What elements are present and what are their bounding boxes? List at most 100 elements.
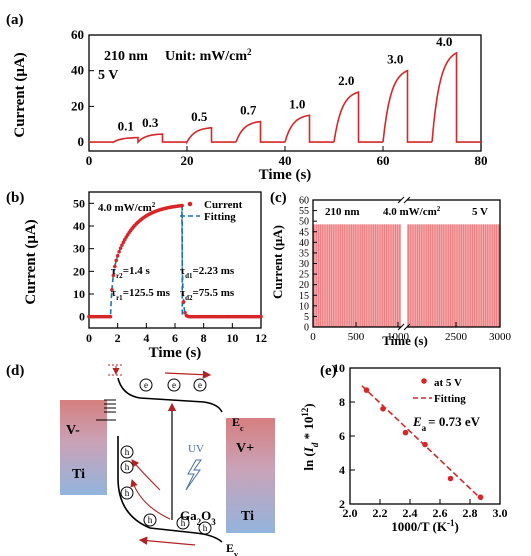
panel-a-pulse-label: 0.5: [191, 109, 208, 124]
panel-a-xtick-label: 40: [279, 153, 292, 168]
panel-b-xtick-label: 6: [172, 331, 178, 345]
left-ti-contact: [60, 400, 107, 495]
svg-text:h: h: [125, 488, 130, 498]
panel-b-xtick-label: 8: [201, 331, 207, 345]
panel-b-current-point: [115, 253, 120, 258]
panel-b-current-point: [180, 203, 184, 208]
panel-c-signal-right: [407, 224, 500, 327]
panel-a-xtick-label: 80: [475, 153, 488, 168]
hole-6: [198, 521, 212, 535]
panel-b-tau-d2: τd2=75.5 ms: [180, 287, 235, 302]
svg-text:e: e: [144, 380, 148, 390]
panel-b-current-point: [110, 288, 114, 292]
panel-e-data-point: [380, 406, 386, 412]
panel-e-ytick-label: 6: [339, 429, 345, 443]
panel-a-pulse-labels: 0.1 0.3 0.5 0.7 1.0 2.0 3.0 4.0: [118, 34, 453, 134]
uv-label: UV: [188, 443, 204, 455]
panel-e-ytick-label: 2: [339, 497, 345, 511]
left-contact-label: Ti: [72, 467, 85, 482]
panel-b-ytick-label: 0: [79, 310, 85, 324]
svg-text:e: e: [198, 380, 202, 390]
panel-e-ytick-label: 10: [333, 361, 345, 375]
conduction-band-edge: [117, 377, 223, 413]
svg-text:h: h: [125, 447, 130, 457]
panel-b-current-points: [87, 203, 263, 319]
panel-b-current-point: [108, 314, 113, 319]
panel-a-current-line: [89, 51, 481, 146]
panel-a-pulse-label: 4.0: [436, 34, 452, 49]
panel-b-current-point: [113, 264, 117, 269]
panel-b-tau-r2: τr2=1.4 s: [111, 265, 150, 280]
right-ti-contact: [226, 418, 275, 533]
panel-e-xtick-label: 2.8: [463, 506, 478, 520]
panel-c-xtick-label: 0: [310, 331, 316, 343]
panel-b-legend-current: Current: [204, 199, 243, 211]
panel-b-current-point: [111, 273, 116, 278]
svg-text:h: h: [125, 462, 130, 472]
panel-b-xtick-label: 10: [226, 331, 238, 345]
panel-a-ytick-label: 0: [78, 134, 85, 149]
panel-e-ticks: 2.0 2.2 2.4 2.6 2.8 3.0 2 4 6 8 10: [333, 361, 508, 520]
panel-e-xtick-label: 3.0: [493, 506, 508, 520]
panel-e: (e) 2.0 2.2 2.4 2.6 2.8 3.0 2 4 6 8 10 at 5 V Fitt…: [300, 361, 508, 534]
panel-c-xtick-label: 1000: [387, 331, 410, 343]
panel-e-fitting-line: [361, 385, 483, 501]
panel-b-current-point: [120, 243, 124, 247]
valence-band-edge: [117, 436, 223, 543]
panel-e-data-point: [402, 429, 409, 436]
panel-a-pulse-label: 0.1: [118, 119, 134, 134]
panel-b-ytick-label: 30: [73, 242, 85, 256]
panel-a-ytick-label: 60: [71, 27, 84, 42]
panel-a-ytick-label: 20: [71, 98, 84, 113]
uv-lightning-icon: [185, 459, 202, 491]
electron-drift-arrow: [164, 370, 212, 379]
panel-e-frame: [349, 367, 501, 505]
panel-a-xtick-label: 0: [86, 153, 93, 168]
valence-band-label: Ev: [226, 541, 238, 556]
panel-c-ytick-label: 50: [299, 217, 309, 228]
hole-transfer-arrow-1: [130, 478, 171, 520]
panel-c-ytick-label: 25: [299, 270, 309, 281]
panel-e-legend-data: at 5 V: [434, 377, 462, 389]
right-contact-label: Ti: [241, 509, 254, 524]
panel-b: (b) 0 2 4 6 8 10 12 0 10 20 30 40 50 4.0 mW/cm2 Curr…: [6, 190, 267, 361]
panel-b-ticks: 0 2 4 6 8 10 12 0 10 20 30 40 50: [73, 196, 267, 345]
panel-b-ytick-label: 50: [73, 196, 85, 210]
panel-c-ytick-label: 30: [299, 259, 309, 270]
panel-c-xtick-label: 3000: [489, 331, 512, 343]
panel-b-tau-r1: τr1=125.5 ms: [111, 287, 171, 302]
panel-b-xtick-label: 2: [115, 331, 121, 345]
panel-b-ytick-label: 40: [73, 219, 85, 233]
panel-b-tau-d1: τd1=2.23 ms: [180, 265, 235, 280]
panel-c-ytick-label: 45: [299, 227, 309, 238]
panel-a-xlabel: Time (s): [259, 167, 312, 183]
svg-text:h: h: [181, 518, 186, 528]
svg-text:e: e: [172, 380, 176, 390]
panel-c-xtick-label: 500: [348, 331, 365, 343]
panel-a-label: (a): [6, 12, 24, 28]
panel-c-axis-break-marks: [397, 196, 411, 331]
panel-e-ytick-label: 8: [339, 395, 345, 409]
panel-c-signal-pulses: [313, 224, 500, 327]
panel-a-unit: Unit: mW/cm2: [165, 47, 252, 64]
material-label: Ga2O3: [180, 508, 216, 527]
panel-e-label: (e): [320, 363, 337, 379]
panel-b-current-point: [259, 314, 263, 319]
panel-c-axis-break-gap: [401, 196, 407, 331]
left-bias-label: V-: [66, 423, 80, 438]
panel-e-data-points: [363, 387, 484, 501]
panel-b-xtick-label: 0: [86, 331, 92, 345]
panel-e-legend-marker: [421, 378, 427, 384]
electrons: e e e: [139, 378, 207, 392]
panel-e-ylabel: ln (Id * 1012): [300, 403, 320, 470]
panel-b-current-point: [118, 246, 123, 251]
hole-drift-arrow: [138, 536, 196, 546]
hole-transfer-arrow-2: [131, 459, 161, 491]
panel-c-ytick-label: 60: [299, 196, 309, 207]
panel-c-signal-left: [313, 224, 401, 327]
panel-c-voltage: 5 V: [472, 206, 488, 218]
panel-e-ytick-label: 4: [339, 463, 345, 477]
panel-a-pulse-label: 1.0: [289, 96, 305, 111]
panel-b-current-point: [183, 310, 187, 315]
